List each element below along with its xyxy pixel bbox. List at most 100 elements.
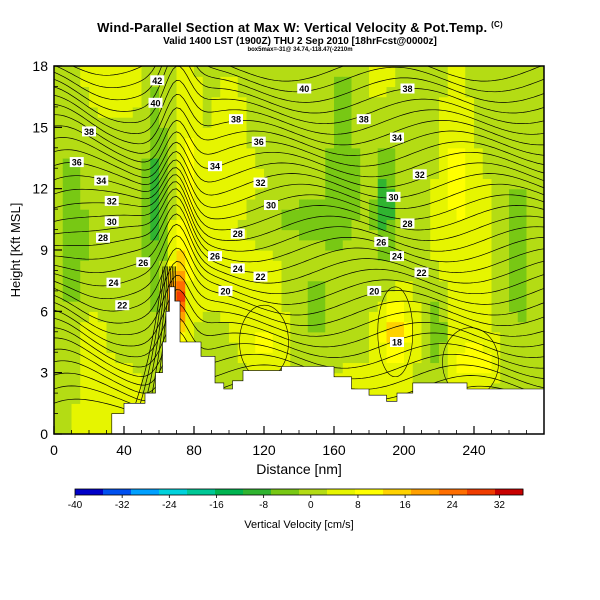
field-cell xyxy=(421,178,431,190)
field-cell xyxy=(176,66,186,77)
field-cell xyxy=(500,178,510,190)
field-cell xyxy=(124,137,134,149)
field-cell xyxy=(395,342,405,353)
field-cell xyxy=(89,250,99,261)
field-cell xyxy=(456,209,466,220)
field-cell xyxy=(89,331,99,343)
field-cell xyxy=(62,382,73,394)
field-cell xyxy=(526,321,536,333)
field-cell xyxy=(509,260,519,272)
field-cell xyxy=(526,178,536,190)
field-cell xyxy=(106,270,116,282)
field-cell xyxy=(377,342,388,353)
field-cell xyxy=(80,229,90,241)
field-cell xyxy=(421,362,431,374)
isentrope-line xyxy=(54,141,544,188)
field-cell xyxy=(97,382,108,394)
colorbar-tick-label: -32 xyxy=(115,500,130,511)
field-cell xyxy=(351,260,361,272)
field-cell xyxy=(80,423,90,434)
field-cell xyxy=(316,270,326,282)
field-cell xyxy=(54,76,64,88)
field-cell xyxy=(412,321,423,333)
field-cell xyxy=(89,147,99,159)
field-cell xyxy=(351,127,361,139)
field-cell xyxy=(71,301,81,312)
field-cell xyxy=(141,137,151,149)
field-cell xyxy=(97,239,108,251)
field-cell xyxy=(465,147,475,159)
field-cell xyxy=(80,372,90,384)
field-cell xyxy=(421,96,431,108)
field-cell xyxy=(89,352,99,364)
field-cell xyxy=(439,280,449,292)
field-cell xyxy=(237,280,248,292)
field-cell xyxy=(360,362,370,374)
field-cell xyxy=(106,209,116,220)
field-cell xyxy=(360,178,370,190)
field-cell xyxy=(132,250,143,261)
field-cell xyxy=(124,158,134,169)
field-cell xyxy=(211,137,221,149)
theta-label: 24 xyxy=(390,251,404,262)
field-cell xyxy=(334,188,344,200)
field-cell xyxy=(115,76,125,88)
theta-label-text: 26 xyxy=(138,258,148,268)
field-cell xyxy=(159,158,169,169)
field-cell xyxy=(474,331,484,343)
field-cell xyxy=(246,331,256,343)
field-cell xyxy=(474,117,484,128)
field-cell xyxy=(316,209,326,220)
field-cell xyxy=(430,147,440,159)
field-cell xyxy=(281,270,291,282)
field-cell xyxy=(141,321,151,333)
field-cell xyxy=(106,301,116,312)
field-cell xyxy=(202,270,213,282)
x-tick-label: 120 xyxy=(252,442,276,458)
field-cell xyxy=(150,147,160,159)
field-cell xyxy=(106,96,116,108)
field-cell xyxy=(176,106,186,118)
isentrope-line xyxy=(54,151,544,199)
field-cell xyxy=(342,270,353,282)
field-cell xyxy=(500,342,510,353)
field-cell xyxy=(316,158,326,169)
field-cell xyxy=(439,321,449,333)
field-cell xyxy=(465,270,475,282)
field-cell xyxy=(526,372,536,384)
field-cell xyxy=(150,239,160,251)
theta-label: 24 xyxy=(230,263,245,274)
field-cell xyxy=(237,127,248,139)
field-cell xyxy=(255,96,265,108)
field-cell xyxy=(430,311,440,323)
field-cell xyxy=(465,188,475,200)
field-cell xyxy=(412,352,423,364)
field-cell xyxy=(404,178,414,190)
field-cell xyxy=(211,260,221,272)
field-cell xyxy=(290,209,300,220)
field-cell xyxy=(421,331,431,343)
field-cell xyxy=(264,137,274,149)
field-cell xyxy=(439,96,449,108)
field-cell xyxy=(482,382,493,394)
field-cell xyxy=(237,270,248,282)
field-cell xyxy=(386,137,396,149)
field-cell xyxy=(325,219,335,231)
field-cell xyxy=(194,117,204,128)
field-cell xyxy=(115,270,125,282)
field-cell xyxy=(299,188,309,200)
field-cell xyxy=(360,250,370,261)
field-cell xyxy=(71,393,81,404)
field-cell xyxy=(377,372,388,384)
field-cell xyxy=(89,413,99,425)
field-cell xyxy=(404,168,414,180)
field-cell xyxy=(272,362,283,374)
field-cell xyxy=(465,250,475,261)
field-cell xyxy=(89,362,99,374)
field-cell xyxy=(474,219,484,231)
field-cell xyxy=(482,137,493,149)
field-cell xyxy=(491,321,501,333)
field-cell xyxy=(255,209,265,220)
field-cell xyxy=(342,301,353,312)
field-cell xyxy=(185,127,195,139)
